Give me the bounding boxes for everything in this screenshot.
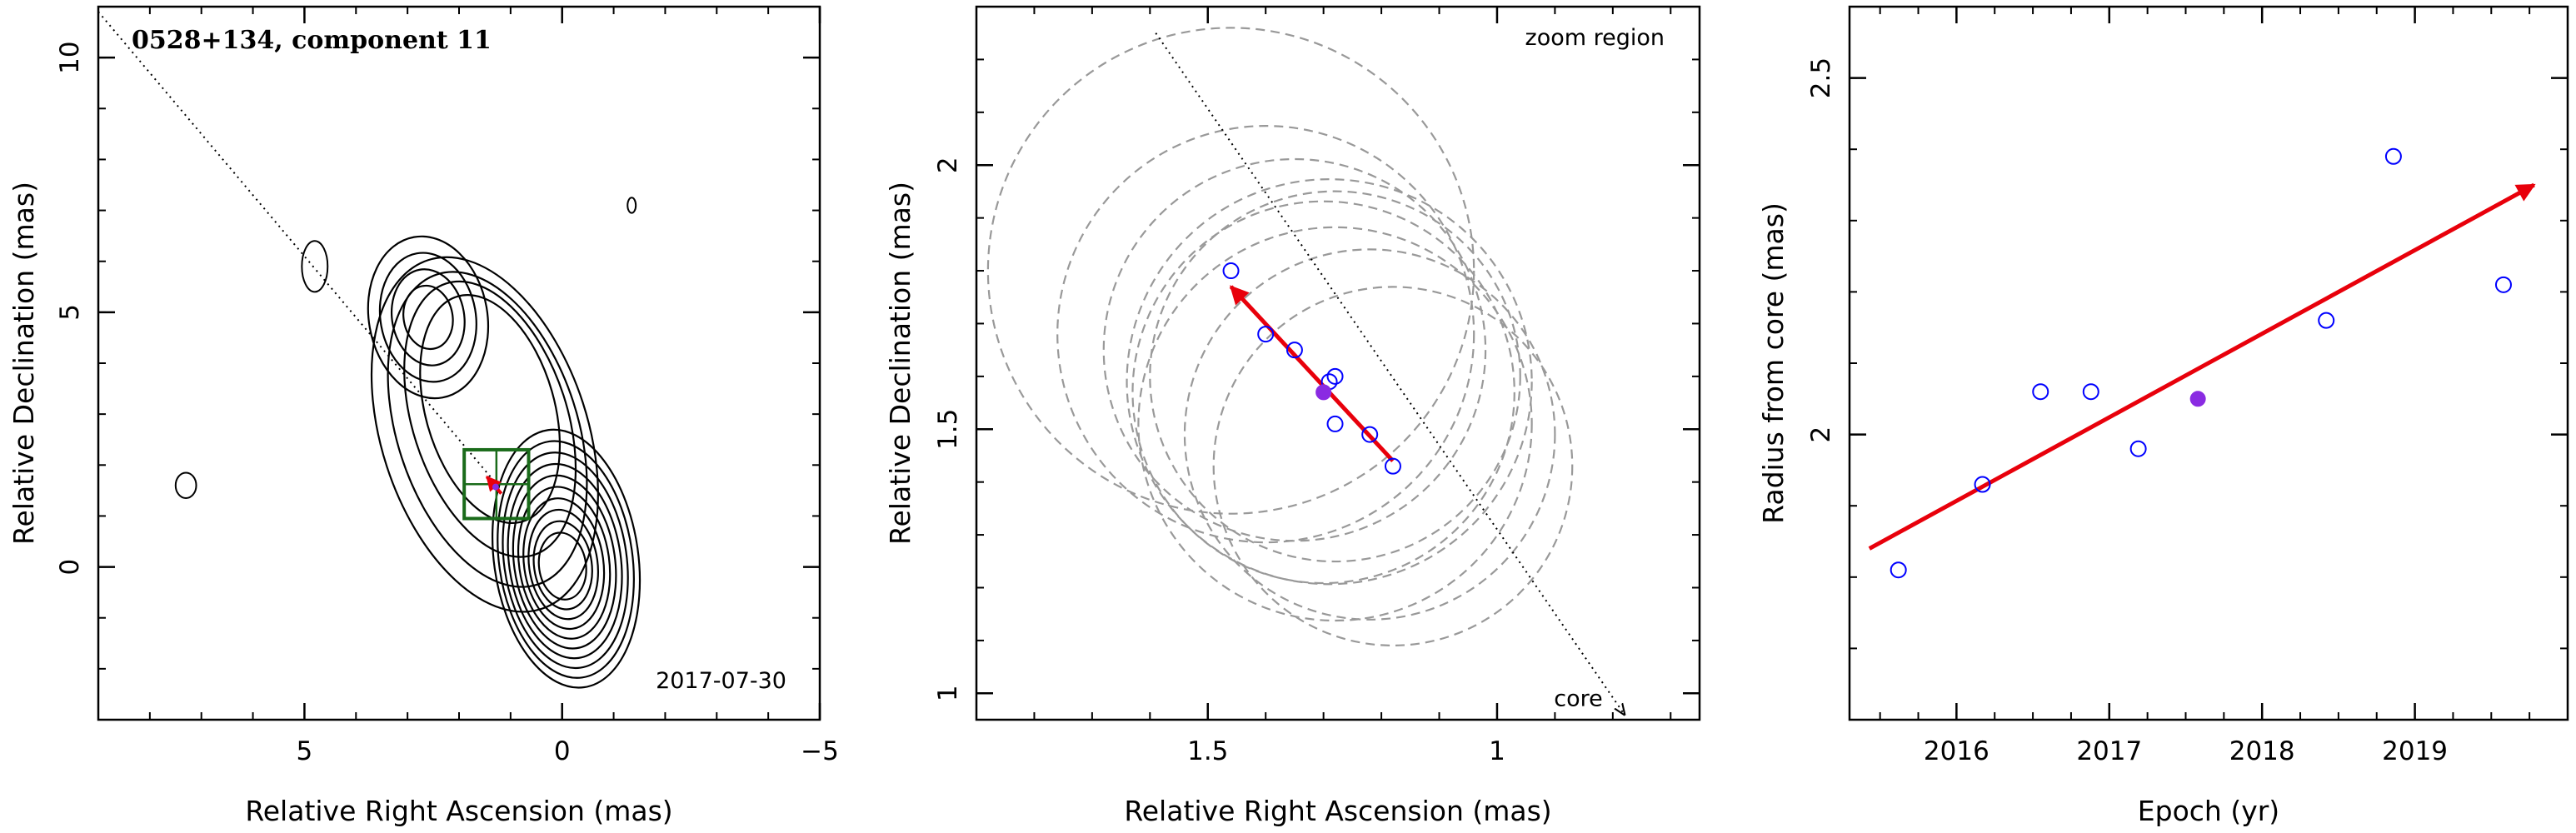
- knot-contour: [390, 268, 466, 367]
- direction-line: [98, 11, 499, 486]
- data-point: [1361, 426, 1379, 443]
- panel3-marks: [1868, 147, 2536, 579]
- panel1-overlay: [98, 11, 531, 521]
- panel-contour-map: 5 0 −5 0 5 10 0528+134, component 11 2017-07-…: [7, 5, 839, 827]
- highlight-point: [1315, 384, 1332, 401]
- data-point: [1222, 262, 1240, 280]
- data-point: [1257, 326, 1275, 343]
- y-tick-label: 2: [933, 157, 963, 173]
- data-point: [2494, 276, 2512, 293]
- contour-group: [174, 197, 642, 689]
- core-contour: [492, 428, 642, 689]
- panel-radius-vs-epoch: 2016 2017 2018 2019 2 2.5 Epoch (yr) Radius f…: [1757, 5, 2569, 827]
- core-contour: [512, 474, 617, 650]
- jet-contour: [370, 256, 599, 613]
- highlight-point: [492, 483, 499, 491]
- core-contour: [522, 497, 606, 631]
- panel-zoom-region: 1.5 1 1 1.5 2 zoom region core Relative Righ…: [884, 5, 1701, 827]
- jet-contour: [419, 294, 562, 524]
- core-contour: [507, 462, 623, 660]
- direction-line: [1155, 32, 1624, 715]
- jet-contour: [387, 271, 588, 588]
- data-point: [2129, 440, 2147, 457]
- panel2-y-axis-label: Relative Declination (mas): [884, 182, 916, 545]
- panel1-x-axis-label: Relative Right Ascension (mas): [245, 795, 672, 827]
- x-tick-label: 5: [297, 736, 313, 766]
- panel2-frame: [975, 5, 1701, 721]
- x-tick-label: 0: [554, 736, 571, 766]
- x-tick-label: 2017: [2076, 736, 2142, 766]
- panel1-date-label: 2017-07-30: [656, 668, 786, 694]
- data-point: [1384, 457, 1401, 475]
- knot-contour: [367, 235, 490, 400]
- panel2-annotation: zoom region: [1525, 25, 1665, 51]
- isolated-component-contour: [301, 240, 329, 293]
- y-tick-label: 1: [933, 685, 963, 701]
- panel1-ticks: 5 0 −5 0 5 10: [55, 6, 839, 766]
- jet-contour: [403, 280, 577, 558]
- data-point: [2384, 147, 2402, 165]
- y-tick-label: 0: [55, 559, 85, 576]
- component-size-circle: [1126, 178, 1533, 586]
- component-size-circle: [986, 27, 1475, 515]
- data-point: [1326, 415, 1344, 432]
- data-point: [1974, 476, 1991, 493]
- knot-contour: [378, 252, 477, 383]
- panel1-y-axis-label: Relative Declination (mas): [7, 182, 40, 545]
- isolated-component-contour: [174, 471, 197, 500]
- panel3-y-axis-label: Radius from core (mas): [1757, 202, 1790, 524]
- knot-contour: [402, 284, 454, 351]
- core-contour: [502, 451, 629, 670]
- panel2-marks: [986, 27, 1625, 715]
- y-tick-label: 2: [1806, 426, 1836, 443]
- x-tick-label: 2018: [2229, 736, 2295, 766]
- data-point: [2082, 383, 2099, 401]
- core-label: core: [1554, 686, 1602, 712]
- y-tick-label: 1.5: [933, 409, 963, 450]
- panel2-x-axis-label: Relative Right Ascension (mas): [1124, 795, 1551, 827]
- core-contour: [532, 520, 593, 611]
- data-point: [1286, 342, 1303, 359]
- x-tick-label: −5: [801, 736, 839, 766]
- component-size-circle: [1183, 248, 1556, 621]
- core-contour: [527, 508, 600, 621]
- core-contour: [497, 440, 635, 679]
- trend-arrow: [1868, 182, 2536, 551]
- data-point: [2318, 312, 2335, 329]
- highlight-point: [2189, 391, 2206, 407]
- x-tick-label: 1: [1489, 736, 1505, 766]
- y-tick-label: 5: [55, 304, 85, 321]
- y-tick-label: 2.5: [1806, 57, 1836, 98]
- data-point: [1890, 561, 1907, 579]
- component-arrow: [1229, 285, 1395, 463]
- panel1-frame: [97, 5, 821, 721]
- data-point: [1326, 367, 1344, 385]
- panel2-ticks: 1.5 1 1 1.5 2: [933, 6, 1700, 766]
- panel3-x-axis-label: Epoch (yr): [2138, 795, 2279, 827]
- component-size-circle: [1056, 125, 1475, 544]
- panel3-ticks: 2016 2017 2018 2019 2 2.5: [1806, 6, 2569, 766]
- y-tick-label: 10: [55, 41, 85, 73]
- panel1-title: 0528+134, component 11: [132, 26, 492, 55]
- isolated-component-contour: [627, 197, 637, 214]
- data-point: [2032, 383, 2049, 401]
- x-tick-label: 1.5: [1187, 736, 1228, 766]
- component-size-circle: [1212, 286, 1574, 647]
- x-tick-label: 2019: [2382, 736, 2448, 766]
- component-size-circle: [1149, 190, 1521, 563]
- component-size-circle: [1131, 200, 1515, 585]
- x-tick-label: 2016: [1924, 736, 1989, 766]
- component-size-circle: [1102, 157, 1487, 542]
- component-size-circle: [1137, 226, 1533, 622]
